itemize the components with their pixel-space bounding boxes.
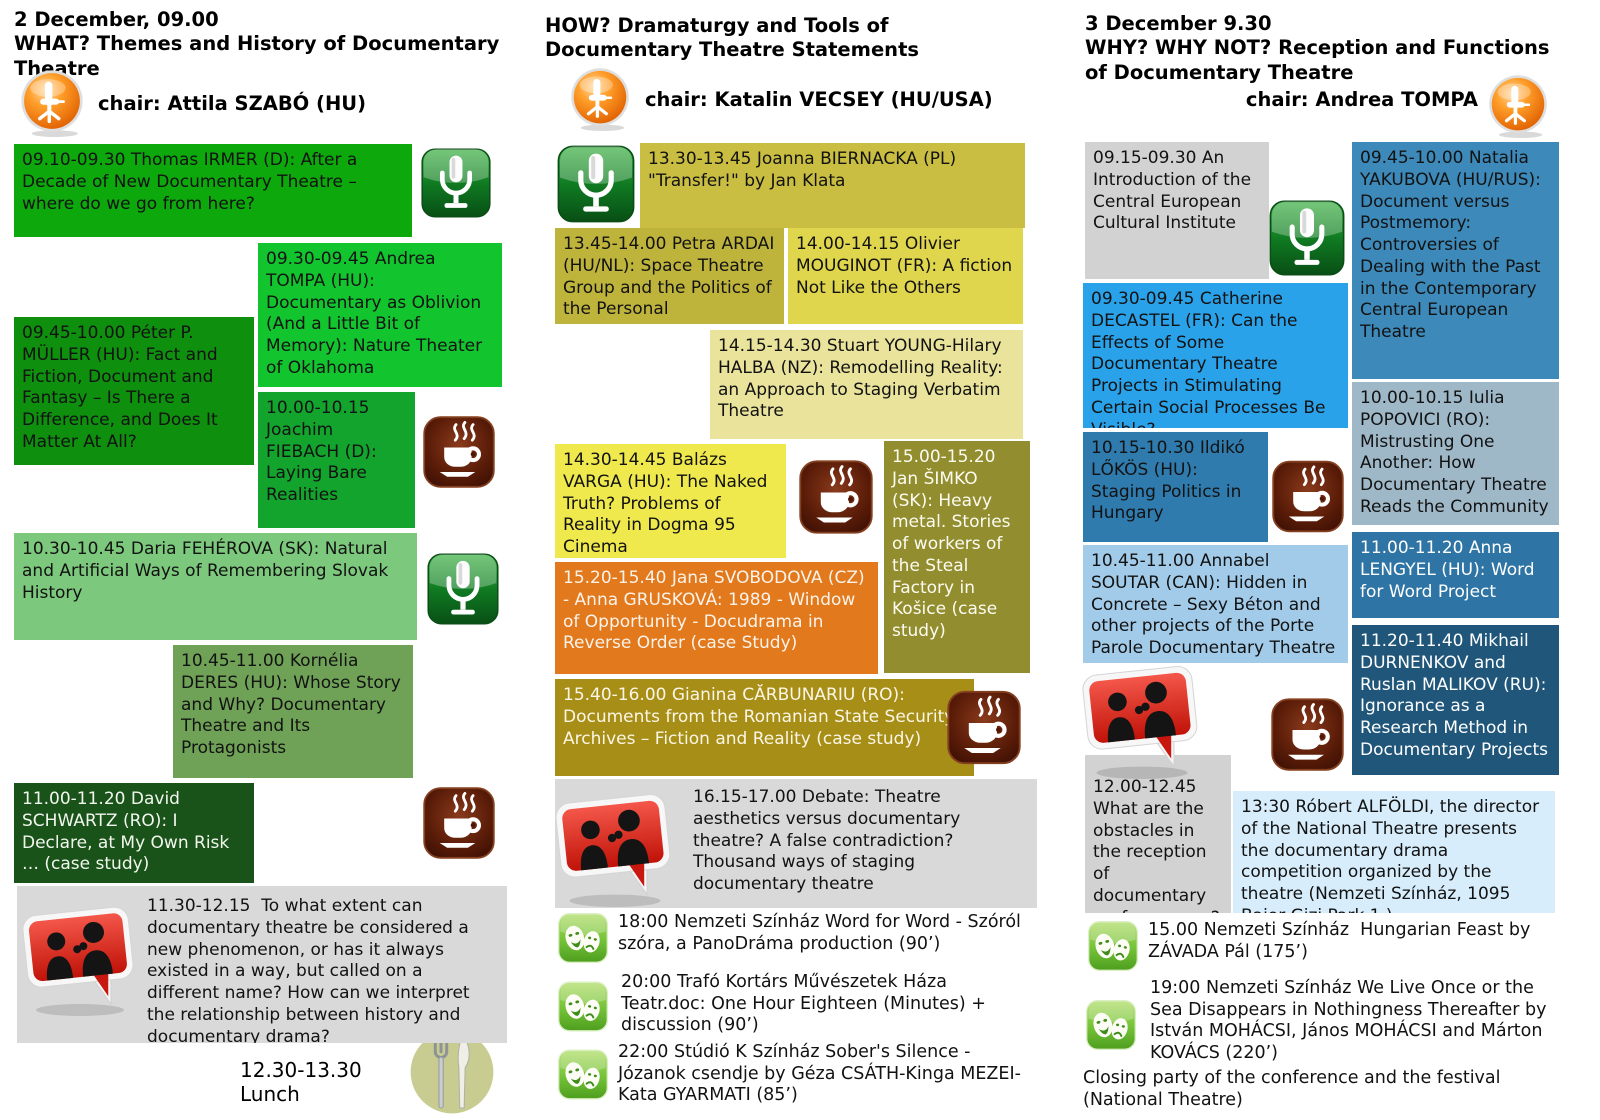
evening-show-19: 19:00 Nemzeti Színház We Live Once or th…	[1150, 978, 1553, 1064]
session-deres: 10.45-11.00 Kornélia DERES (HU): Whose S…	[173, 645, 413, 778]
session-alfoldi: 13:30 Róbert ALFÖLDI, the director of th…	[1233, 791, 1555, 913]
session-svobodova: 15.20-15.40 Jana SVOBODOVA (CZ) - Anna G…	[555, 562, 878, 674]
theatre-masks-icon	[556, 910, 610, 966]
coffee-break-icon	[422, 415, 496, 489]
column3-title: WHY? WHY NOT? Reception and Functions of…	[1085, 36, 1557, 84]
session-muller: 09.45-10.00 Péter P. MÜLLER (HU): Fact a…	[14, 317, 254, 465]
session-lokos: 10.15-10.30 Ildikó LŐKÖS (HU): Staging P…	[1083, 432, 1268, 542]
column3-header: 3 December 9.30 WHY? WHY NOT? Reception a…	[1085, 12, 1567, 85]
column1-title: WHAT? Themes and History of Documentary …	[14, 32, 507, 80]
lunch-label: 12.30-13.30 Lunch	[240, 1058, 369, 1106]
column1-date: 2 December, 09.00	[14, 8, 219, 31]
coffee-break-icon	[422, 786, 496, 860]
theatre-masks-icon	[1084, 996, 1138, 1054]
column3-date: 3 December 9.30	[1085, 12, 1272, 35]
session-schwartz: 11.00-11.20 David SCHWARTZ (RO): I Decla…	[14, 783, 254, 883]
theatre-masks-icon	[556, 1046, 610, 1103]
microphone-icon	[1268, 196, 1346, 280]
evening-show-15: 15.00 Nemzeti Színház Hungarian Feast by…	[1148, 920, 1536, 962]
column2-header: HOW? Dramaturgy and Tools of Documentary…	[545, 14, 919, 62]
chair-icon	[18, 66, 86, 140]
session-simko: 15.00-15.20 Jan ŠIMKO (SK): Heavy metal.…	[884, 441, 1030, 673]
microphone-icon	[426, 548, 500, 630]
session-yakubova: 09.45-10.00 Natalia YAKUBOVA (HU/RUS): D…	[1352, 142, 1559, 379]
discussion-bubble-icon	[20, 893, 140, 1021]
session-irmer: 09.10-09.30 Thomas IRMER (D): After a De…	[14, 144, 412, 237]
column3-chair: chair: Andrea TOMPA	[1245, 88, 1478, 111]
chair-icon	[568, 64, 632, 134]
session-soutar: 10.45-11.00 Annabel SOUTAR (CAN): Hidden…	[1083, 545, 1348, 663]
session-tompa: 09.30-09.45 Andrea TOMPA (HU): Documenta…	[258, 243, 502, 387]
coffee-break-icon	[798, 456, 874, 538]
theatre-masks-icon	[556, 978, 610, 1035]
session-popovici: 10.00-10.15 Iulia POPOVICI (RO): Mistrus…	[1352, 382, 1559, 525]
column2-chair: chair: Katalin VECSEY (HU/USA)	[645, 88, 993, 111]
session-ardai: 13.45-14.00 Petra ARDAI (HU/NL): Space T…	[555, 228, 784, 324]
column1-chair: chair: Attila SZABÓ (HU)	[98, 92, 367, 115]
column1-header: 2 December, 09.00 WHAT? Themes and Histor…	[14, 8, 519, 81]
discussion-bubble-icon	[552, 784, 678, 908]
evening-show-18: 18:00 Nemzeti Színház Word for Word - Sz…	[618, 912, 1027, 954]
session-feherova: 10.30-10.45 Daria FEHÉROVA (SK): Natural…	[14, 533, 417, 640]
session-obstacles: 12.00-12.45 What are the obstacles in th…	[1085, 755, 1231, 913]
microphone-icon	[556, 141, 636, 227]
session-mouginot: 14.00-14.15 Olivier MOUGINOT (FR): A fic…	[788, 228, 1023, 324]
session-debate-history: 11.30-12.15 To what extent can documenta…	[17, 886, 507, 1043]
closing-party-note: Closing party of the conference and the …	[1083, 1068, 1507, 1110]
coffee-break-icon	[1271, 459, 1345, 534]
session-carbunariu: 15.40-16.00 Gianina CĂRBUNARIU (RO): Doc…	[555, 679, 974, 776]
session-intro-cecei: 09.15-09.30 An Introduction of the Centr…	[1085, 142, 1269, 279]
coffee-break-icon	[1270, 695, 1345, 774]
session-durnenkov-malikov: 11.20-11.40 Mikhail DURNENKOV and Ruslan…	[1352, 625, 1559, 775]
theatre-masks-icon	[1086, 918, 1140, 974]
discussion-bubble-icon	[1080, 656, 1204, 780]
session-decastel: 09.30-09.45 Catherine DECASTEL (FR): Can…	[1083, 283, 1348, 428]
evening-show-22: 22:00 Stúdió K Színház Sober's Silence -…	[618, 1042, 1021, 1106]
microphone-icon	[420, 143, 492, 223]
session-biernacka: 13.30-13.45 Joanna BIERNACKA (PL) "Trans…	[640, 143, 1025, 228]
session-young-halba: 14.15-14.30 Stuart YOUNG-Hilary HALBA (N…	[710, 330, 1023, 439]
session-lengyel: 11.00-11.20 Anna LENGYEL (HU): Word for …	[1352, 532, 1559, 618]
coffee-break-icon	[946, 687, 1022, 768]
session-varga: 14.30-14.45 Balázs VARGA (HU): The Naked…	[555, 444, 786, 558]
session-fiebach: 10.00-10.15 Joachim FIEBACH (D): Laying …	[258, 392, 415, 528]
evening-show-20: 20:00 Trafó Kortárs Művészetek Háza Teat…	[621, 972, 992, 1036]
chair-icon	[1486, 72, 1550, 140]
